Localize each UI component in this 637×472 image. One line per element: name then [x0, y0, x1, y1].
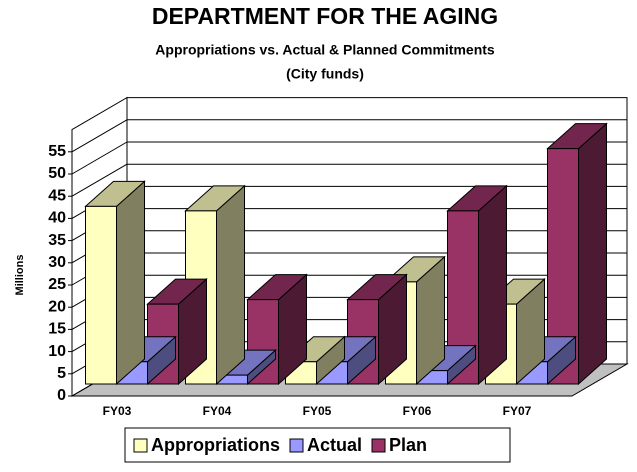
- chart-title: DEPARTMENT FOR THE AGING: [152, 3, 498, 29]
- x-tick-label: FY06: [403, 404, 432, 418]
- legend-label: Actual: [307, 435, 362, 455]
- y-tick-label: 50: [48, 165, 66, 182]
- bar: [146, 277, 208, 386]
- bar-side: [478, 184, 507, 386]
- legend: [124, 427, 511, 463]
- y-tick-label: 15: [48, 321, 66, 338]
- y-tick-label: 0: [57, 387, 66, 404]
- y-tick-label: 35: [48, 232, 66, 249]
- x-tick-label: FY05: [303, 404, 332, 418]
- y-tick-label: 30: [48, 254, 66, 271]
- chart-subtitle: Appropriations vs. Actual & Planned Comm…: [155, 42, 495, 58]
- y-tick-label: 55: [48, 143, 66, 160]
- y-axis-label: Millions: [14, 255, 26, 296]
- grid-line: [71, 163, 128, 197]
- y-tick-label: 25: [48, 276, 66, 293]
- bar-side: [578, 122, 607, 386]
- bar: [546, 122, 608, 386]
- bar-side: [216, 184, 245, 386]
- y-tick-label: 5: [57, 365, 66, 382]
- bar-front: [547, 148, 579, 385]
- chart-subtitle: (City funds): [286, 66, 364, 82]
- y-tick-label: 40: [48, 210, 66, 227]
- grid-line: [71, 119, 128, 153]
- grid-line: [71, 141, 128, 175]
- legend-swatch: [371, 438, 386, 453]
- legend-label: Plan: [389, 435, 427, 455]
- legend-swatch: [289, 438, 304, 453]
- bar: [84, 180, 146, 386]
- y-tick-label: 45: [48, 187, 66, 204]
- legend-swatch: [133, 438, 148, 453]
- bar-front: [85, 205, 117, 385]
- x-tick-label: FY04: [203, 404, 232, 418]
- y-tick-label: 20: [48, 298, 66, 315]
- bar-front: [447, 210, 479, 385]
- y-tick-label: 10: [48, 343, 66, 360]
- bar: [446, 184, 508, 386]
- x-tick-label: FY03: [103, 404, 132, 418]
- x-tick-label: FY07: [503, 404, 532, 418]
- bar-side: [116, 180, 145, 386]
- legend-label: Appropriations: [151, 435, 280, 455]
